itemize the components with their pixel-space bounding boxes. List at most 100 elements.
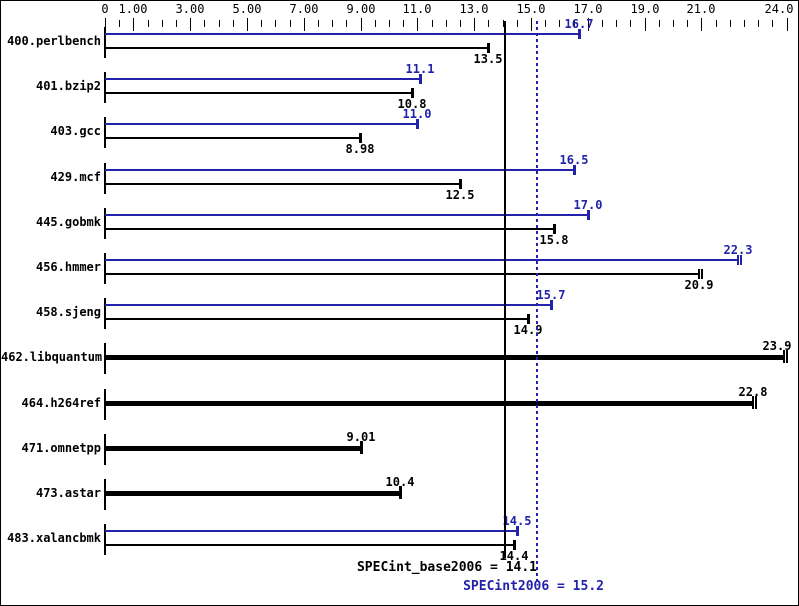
axis-tick-label: 5.00 <box>232 2 262 16</box>
axis-tick <box>275 20 276 27</box>
axis-tick <box>190 18 191 31</box>
axis-tick <box>119 20 120 27</box>
peak-value-label: 15.7 <box>536 288 566 302</box>
bar-end-cap <box>516 526 519 536</box>
axis-tick-label: 3.00 <box>175 2 205 16</box>
row-baseline <box>104 208 106 239</box>
axis-tick <box>133 18 134 31</box>
base-value-label: 9.01 <box>346 430 376 444</box>
axis-tick <box>602 20 603 27</box>
axis-tick-label: 7.00 <box>289 2 319 16</box>
benchmark-label: 445.gobmk <box>35 215 101 229</box>
base-value-label: 14.9 <box>513 323 543 337</box>
axis-tick <box>417 18 418 31</box>
peak-value-label: 16.7 <box>564 17 594 31</box>
axis-tick <box>233 20 234 27</box>
base-value-label: 10.4 <box>385 475 415 489</box>
axis-tick <box>659 20 660 27</box>
bar-end-cap <box>487 43 490 53</box>
row-baseline <box>104 117 106 148</box>
peak-bar <box>105 169 574 171</box>
axis-tick <box>630 20 631 27</box>
bar-end-cap <box>578 29 581 39</box>
axis-tick <box>247 18 248 31</box>
base-value-label: 23.9 <box>762 339 792 353</box>
axis-tick <box>162 20 163 27</box>
axis-tick <box>488 20 489 27</box>
axis-tick-label: 13.0 <box>459 2 489 16</box>
base-mean-line <box>504 21 506 558</box>
axis-tick <box>772 20 773 27</box>
benchmark-label: 429.mcf <box>50 170 101 184</box>
bar-end-cap <box>527 314 530 324</box>
peak-bar <box>105 304 551 306</box>
base-bar <box>105 228 554 230</box>
peak-bar <box>105 78 420 80</box>
axis-tick-label: 1.00 <box>118 2 148 16</box>
peak-value-label: 14.5 <box>502 514 532 528</box>
bar-end-cap <box>783 350 785 363</box>
row-baseline <box>104 253 106 284</box>
bar-end-cap <box>786 350 788 363</box>
axis-tick <box>304 18 305 31</box>
axis-tick <box>389 20 390 27</box>
row-baseline <box>104 72 106 103</box>
axis-tick <box>460 20 461 27</box>
peak-bar <box>105 214 588 216</box>
axis-tick <box>730 20 731 27</box>
base-value-label: 20.9 <box>684 278 714 292</box>
axis-tick <box>346 20 347 27</box>
axis-tick-label: 19.0 <box>630 2 660 16</box>
row-baseline <box>104 298 106 329</box>
axis-tick <box>261 20 262 27</box>
bar-end-cap <box>587 210 590 220</box>
benchmark-label: 473.astar <box>35 486 101 500</box>
axis-tick <box>758 20 759 27</box>
base-value-label: 8.98 <box>345 142 375 156</box>
bar-end-cap <box>698 269 700 279</box>
base-bar <box>105 355 784 360</box>
axis-tick <box>701 18 702 31</box>
bar-end-cap <box>550 300 553 310</box>
axis-tick-label: 9.00 <box>346 2 376 16</box>
peak-mean-line <box>536 21 538 581</box>
peak-value-label: 17.0 <box>573 198 603 212</box>
bar-end-cap <box>459 179 462 189</box>
bar-end-cap <box>416 119 419 129</box>
bar-end-cap <box>513 540 516 550</box>
axis-tick <box>176 20 177 27</box>
axis-tick-label: 15.0 <box>516 2 546 16</box>
base-mean-label: SPECint_base2006 = 14.1 <box>356 560 537 575</box>
base-value-label: 12.5 <box>445 188 475 202</box>
bar-end-cap <box>399 486 402 499</box>
peak-bar <box>105 259 738 261</box>
bar-end-cap <box>419 74 422 84</box>
axis-tick <box>446 20 447 27</box>
row-baseline <box>104 524 106 555</box>
peak-value-label: 16.5 <box>559 153 589 167</box>
bar-end-cap <box>740 255 742 265</box>
axis-tick-label: 0 <box>101 2 109 16</box>
axis-tick <box>432 20 433 27</box>
axis-tick-label: 11.0 <box>402 2 432 16</box>
axis-tick <box>375 20 376 27</box>
base-value-label: 10.8 <box>397 97 427 111</box>
base-bar <box>105 47 488 49</box>
base-bar <box>105 183 460 185</box>
axis-tick <box>673 20 674 27</box>
benchmark-label: 403.gcc <box>50 124 101 138</box>
base-bar <box>105 92 412 94</box>
row-baseline <box>104 27 106 58</box>
peak-value-label: 22.3 <box>723 243 753 257</box>
base-bar <box>105 544 514 546</box>
axis-tick <box>503 20 504 27</box>
axis-tick <box>616 20 617 27</box>
base-bar <box>105 401 753 406</box>
axis-tick-label: 24.0 <box>764 2 794 16</box>
benchmark-label: 464.h264ref <box>21 396 101 410</box>
benchmark-label: 458.sjeng <box>35 305 101 319</box>
axis-tick <box>645 18 646 31</box>
peak-bar <box>105 530 517 532</box>
bar-end-cap <box>573 165 576 175</box>
base-bar <box>105 446 361 451</box>
